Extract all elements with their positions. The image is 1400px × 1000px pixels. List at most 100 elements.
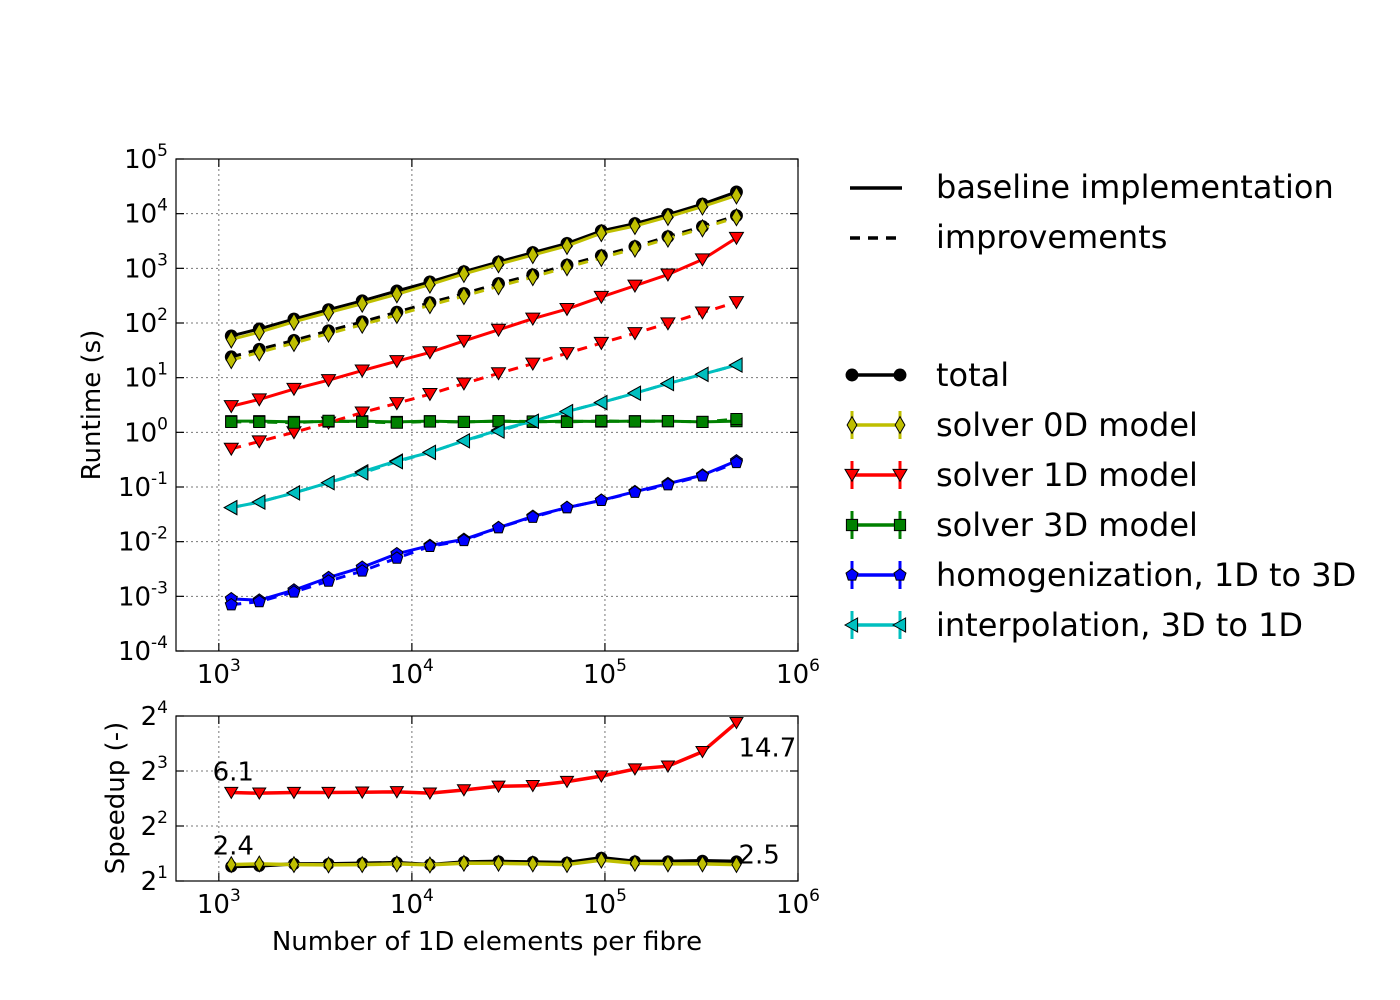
- y-tick-label: 100: [124, 414, 168, 448]
- series-interpolation-3d-to-1d-improvements: [223, 357, 743, 516]
- point-solver-0d-model: [731, 855, 742, 874]
- y-tick-label: 104: [124, 196, 168, 230]
- line-total-improvements: [230, 214, 737, 359]
- point-solver-1d-model: [354, 364, 371, 378]
- point-solver-0d-model: [561, 236, 573, 256]
- point-solver-0d-model: [596, 851, 607, 869]
- line-solver-0d-model: [231, 858, 737, 867]
- legend-marker: [844, 468, 860, 483]
- point-solver-0d-model: [662, 855, 674, 873]
- point-solver-1d-model: [456, 784, 472, 797]
- series-solver-0d-model: [226, 851, 742, 874]
- point-solver-1d-model: [525, 779, 541, 793]
- legend-entry-solver-0d-model: solver 0D model: [846, 406, 1198, 444]
- point-solver-1d-model: [388, 355, 405, 369]
- point-solver-0d-model: [662, 207, 674, 227]
- point-solver-1d-model-improvements: [456, 377, 472, 391]
- point-solver-1d-model-improvements: [660, 317, 676, 331]
- speedup-y-axis-label: Speedup (-): [101, 722, 131, 874]
- point-solver-0d-model: [226, 855, 237, 874]
- runtime-plot-area: [176, 159, 798, 651]
- legend-marker: [893, 568, 907, 581]
- legend-entry-solver-1d-model: solver 1D model: [844, 456, 1198, 494]
- point-solver-0d-model: [629, 216, 641, 236]
- point-solver-1d-model: [251, 787, 267, 801]
- point-homogenization-1d-to-3d-improvements: [661, 477, 675, 491]
- point-solver-1d-model-improvements: [251, 435, 268, 449]
- legend-marker: [891, 617, 907, 633]
- point-solver-1d-model: [389, 786, 405, 799]
- point-interpolation-3d-to-1d-improvements: [354, 465, 369, 481]
- x-tick-label: 106: [776, 656, 820, 690]
- line-solver-1d-model: [230, 236, 738, 408]
- point-interpolation-3d-to-1d-improvements: [593, 394, 608, 411]
- series-solver-1d-model-improvements: [223, 296, 745, 457]
- legend-marker: [845, 368, 859, 382]
- point-solver-1d-model: [593, 770, 609, 783]
- point-homogenization-1d-to-3d-improvements: [355, 564, 369, 577]
- legend-marker: [893, 368, 907, 382]
- point-solver-0d-model: [730, 186, 742, 205]
- point-solver-0d-model: [323, 303, 335, 322]
- y-tick-label: 24: [141, 698, 168, 732]
- point-solver-3d-model-improvements: [356, 415, 369, 429]
- point-solver-3d-model-improvements: [628, 415, 642, 428]
- legend-marker: [843, 617, 859, 633]
- x-tick-label: 105: [583, 656, 627, 690]
- point-interpolation-3d-to-1d-improvements: [626, 385, 642, 402]
- legend-entry-homogenization-1d-to-3d: homogenization, 1D to 3D: [845, 556, 1356, 594]
- line-solver-3d-model-improvements: [231, 417, 737, 425]
- point-interpolation-3d-to-1d-improvements: [659, 375, 675, 392]
- y-tick-label: 101: [124, 360, 168, 394]
- point-homogenization-1d-to-3d-improvements: [560, 500, 574, 514]
- point-solver-0d-model: [424, 856, 436, 874]
- point-solver-0d-model-improvements: [527, 267, 539, 287]
- point-solver-1d-model-improvements: [223, 442, 240, 457]
- line-solver-1d-model-improvements: [230, 300, 737, 451]
- point-solver-0d-model-improvements: [288, 333, 300, 353]
- point-solver-0d-model: [288, 855, 300, 874]
- legend-entry-solver-3d-model: solver 3D model: [845, 506, 1198, 544]
- point-solver-1d-model: [627, 279, 643, 294]
- annotation-2-5: 2.5: [738, 840, 779, 870]
- y-tick-label: 102: [124, 305, 168, 339]
- point-solver-0d-model: [493, 854, 504, 873]
- point-solver-3d-model-improvements: [696, 415, 709, 429]
- series-solver-0d-model-improvements: [225, 207, 742, 370]
- point-solver-0d-model: [458, 854, 470, 873]
- point-solver-0d-model: [527, 855, 538, 873]
- point-solver-1d-model: [456, 334, 472, 349]
- point-interpolation-3d-to-1d-improvements: [320, 474, 335, 491]
- point-solver-1d-model: [320, 374, 337, 388]
- point-solver-1d-model: [422, 346, 438, 360]
- annotation-6-1: 6.1: [213, 758, 254, 788]
- runtime-y-axis-label: Runtime (s): [77, 330, 107, 481]
- point-homogenization-1d-to-3d-improvements: [457, 533, 471, 547]
- point-interpolation-3d-to-1d-improvements: [285, 485, 301, 501]
- legend-marker: [894, 415, 906, 435]
- point-solver-1d-model-improvements: [422, 388, 438, 402]
- legend-marker: [892, 468, 908, 483]
- x-tick-label: 104: [390, 886, 434, 920]
- runtime-panel: 103 104 105 106 10510410310210110010-110-21…: [77, 141, 820, 690]
- point-solver-1d-model-improvements: [593, 336, 610, 351]
- point-solver-0d-model: [357, 855, 368, 874]
- point-solver-3d-model-improvements: [423, 415, 437, 428]
- line-interpolation-3d-to-1d-improvements: [230, 363, 737, 510]
- point-solver-0d-model-improvements: [458, 286, 470, 306]
- point-solver-0d-model: [424, 275, 436, 294]
- point-solver-1d-model: [627, 763, 643, 776]
- point-solver-0d-model: [696, 197, 708, 216]
- line-homogenization-1d-to-3d-improvements: [231, 461, 738, 607]
- point-solver-0d-model-improvements: [561, 257, 573, 277]
- point-solver-0d-model: [391, 284, 403, 304]
- speedup-annotations: 6.1 2.4 14.7 2.5: [213, 734, 797, 871]
- legend-label: solver 0D model: [936, 406, 1198, 444]
- point-solver-1d-model: [422, 787, 438, 801]
- point-solver-1d-model: [695, 746, 710, 759]
- point-homogenization-1d-to-3d-improvements: [526, 510, 540, 523]
- point-solver-3d-model-improvements: [730, 412, 743, 426]
- legend-marker: [845, 568, 859, 581]
- y-tick-label: 23: [141, 753, 168, 787]
